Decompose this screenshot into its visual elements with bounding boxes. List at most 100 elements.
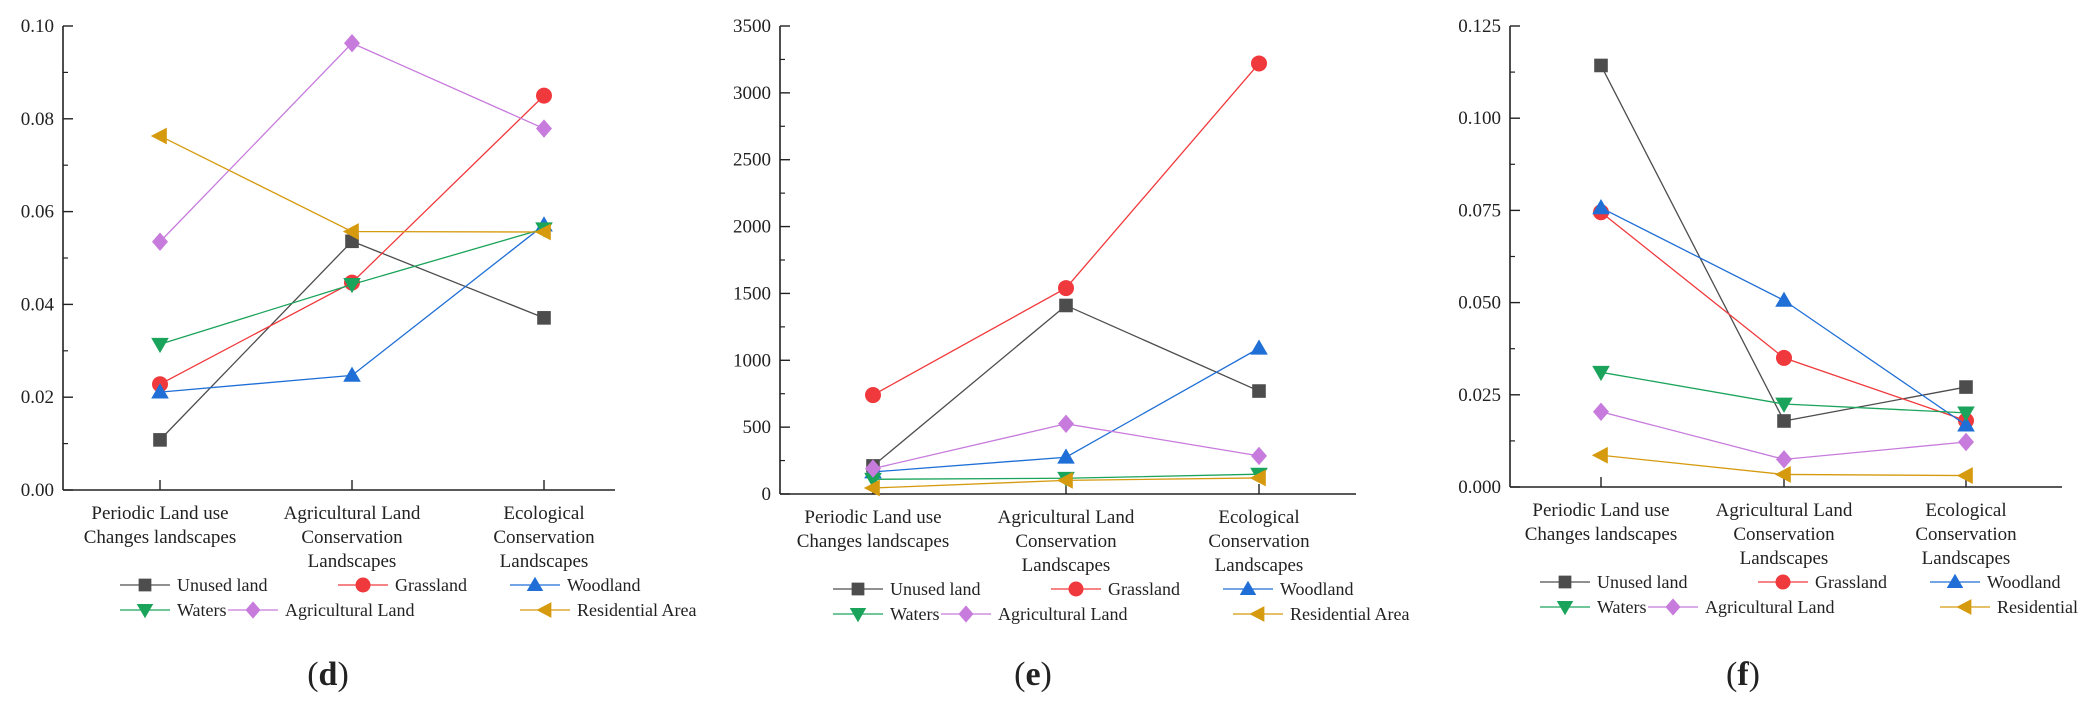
data-point-woodland: [1775, 291, 1793, 307]
data-point-agricultural-land: [1776, 450, 1792, 469]
legend-marker-grassland: [1068, 581, 1084, 597]
y-tick-label: 0.08: [21, 109, 54, 130]
x-category-label: Agricultural Land Conservation Landscapes: [1716, 500, 1853, 569]
series-agricultural-land: [865, 414, 1267, 478]
legend-label: Agricultural Land: [1705, 597, 1834, 617]
data-point-woodland: [1592, 199, 1610, 215]
data-point-unused-land: [1777, 414, 1791, 428]
legend-label: Waters: [1597, 597, 1647, 617]
series-line-unused-land: [1600, 65, 1967, 422]
legend-entry-residential-area: Residential Area: [520, 600, 696, 620]
x-category-label: Ecological Conservation Landscapes: [1208, 507, 1310, 576]
series-line-grassland: [872, 63, 1260, 396]
legend-marker-woodland: [1946, 573, 1964, 588]
chart-panel-f: 0.000 0.025 0.050 0.075 0.100 0.125 Periodic L…: [1458, 16, 2078, 693]
series-residential-area: [1591, 446, 1973, 484]
data-point-waters: [151, 337, 169, 354]
series-waters: [1592, 365, 1975, 422]
data-point-residential-area: [863, 479, 880, 497]
legend-entry-grassland: Grassland: [338, 575, 467, 595]
data-point-waters: [864, 472, 882, 489]
legend-entry-woodland: Woodland: [1223, 579, 1354, 599]
x-category-label: Ecological Conservation Landscapes: [1915, 500, 2017, 569]
data-point-grassland: [1058, 280, 1074, 297]
data-point-unused-land: [1252, 384, 1266, 398]
legend: Unused land Grassland Woodland Waters Agricu…: [1540, 572, 2078, 617]
series-unused-land: [153, 234, 551, 447]
data-point-grassland: [1251, 55, 1267, 72]
y-tick-label: 2000: [733, 217, 771, 238]
legend-label: Agricultural Land: [998, 604, 1127, 624]
legend-marker-waters: [849, 608, 867, 623]
data-point-woodland: [151, 383, 169, 399]
y-tick-label: 2500: [733, 150, 771, 171]
data-point-agricultural-land: [344, 33, 360, 53]
data-point-unused-land: [537, 311, 551, 325]
y-tick-label: 3000: [733, 83, 771, 104]
legend-entry-agricultural-land: Agricultural Land: [1648, 597, 1834, 617]
chart-panel-e: 0 500 1000 1500 2000 2500 3000 3500 Periodic Lan…: [733, 16, 1409, 693]
chart-panel-d: 0.00 0.02 0.04 0.06 0.08 0.10 Periodic Land us…: [21, 16, 697, 693]
y-tick-label: 0.050: [1458, 293, 1501, 314]
legend-entry-waters: Waters: [120, 600, 227, 620]
data-point-woodland: [1057, 448, 1075, 464]
series-line-unused-land: [872, 304, 1260, 467]
legend-entry-unused-land: Unused land: [120, 575, 267, 595]
legend-marker-waters: [136, 604, 154, 619]
series-agricultural-land: [152, 33, 552, 251]
data-point-waters: [1592, 365, 1610, 382]
legend-label: Woodland: [1280, 579, 1354, 599]
data-point-agricultural-land: [152, 232, 168, 251]
series-agricultural-land: [1593, 402, 1974, 469]
data-point-residential-area: [1056, 471, 1073, 489]
series-unused-land: [866, 298, 1266, 473]
x-category-label: Agricultural Land Conservation Landscapes: [284, 503, 421, 572]
y-tick-label: 0.00: [21, 480, 54, 501]
series-line-unused-land: [159, 240, 545, 441]
series-woodland: [864, 339, 1268, 479]
legend: Unused land Grassland Woodland Waters Agricu…: [120, 575, 696, 620]
y-tick-label: 0.000: [1458, 477, 1501, 498]
x-category-label: Periodic Land use Changes landscapes: [84, 503, 236, 548]
legend-entry-waters: Waters: [1540, 597, 1647, 617]
data-point-residential-area: [534, 223, 551, 241]
data-point-agricultural-land: [1593, 402, 1609, 421]
legend-label: Grassland: [1108, 579, 1180, 599]
data-point-unused-land: [1594, 58, 1608, 73]
x-category-label: Periodic Land use Changes landscapes: [797, 507, 949, 552]
panel-label: (e): [1014, 656, 1052, 693]
data-point-agricultural-land: [1251, 446, 1267, 466]
legend-marker-woodland: [1239, 580, 1257, 595]
legend-label: Grassland: [1815, 572, 1887, 592]
data-point-waters: [1957, 406, 1975, 422]
legend-label: Waters: [890, 604, 940, 624]
data-point-agricultural-land: [1058, 414, 1074, 433]
legend-label: Woodland: [567, 575, 641, 595]
legend-marker-agricultural-land: [958, 605, 974, 623]
series-grassland: [1593, 204, 1974, 429]
legend-marker-agricultural-land: [1665, 598, 1681, 616]
y-tick-label: 3500: [733, 16, 771, 37]
legend-label: Waters: [177, 600, 227, 620]
data-point-residential-area: [1591, 446, 1608, 464]
legend-marker-waters: [1556, 601, 1574, 616]
x-category-label: Agricultural Land Conservation Landscapes: [998, 507, 1135, 576]
series-grassland: [865, 55, 1267, 404]
series-line-grassland: [1600, 211, 1967, 422]
series-line-woodland: [1600, 207, 1967, 426]
data-point-woodland: [1957, 416, 1975, 432]
data-point-grassland: [865, 387, 881, 404]
legend-marker-unused-land: [1558, 575, 1572, 589]
legend-marker-residential-area: [536, 602, 552, 618]
data-point-residential-area: [1249, 469, 1266, 487]
legend-label: Woodland: [1987, 572, 2061, 592]
data-point-woodland: [343, 366, 361, 382]
data-point-agricultural-land: [865, 459, 881, 478]
legend-entry-woodland: Woodland: [1930, 572, 2061, 592]
data-point-unused-land: [1959, 380, 1973, 394]
series-line-agricultural-land: [159, 42, 545, 243]
legend-entry-agricultural-land: Agricultural Land: [941, 604, 1127, 624]
y-tick-label: 0.125: [1458, 16, 1501, 37]
legend-marker-agricultural-land: [245, 601, 261, 619]
legend-label: Residential Area: [1997, 597, 2078, 617]
